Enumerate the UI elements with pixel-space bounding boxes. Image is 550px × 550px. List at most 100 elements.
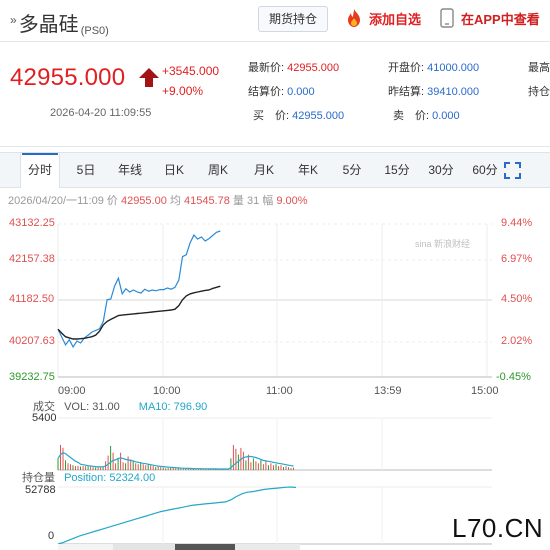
ma10-label: MA10: bbox=[138, 401, 171, 413]
tab-monthly-k[interactable]: 月K bbox=[253, 163, 274, 177]
double-chevron-icon: » bbox=[10, 13, 17, 27]
prev-settle-field: 昨结算: 39410.000 bbox=[388, 83, 479, 99]
tab-5min[interactable]: 5分 bbox=[342, 163, 362, 177]
tab-yearly-k[interactable]: 年K bbox=[297, 163, 318, 177]
open-in-app-link[interactable]: 在APP中查看 bbox=[440, 8, 540, 28]
price-change-pct: +9.00% bbox=[162, 84, 204, 98]
add-favorite-label: 添加自选 bbox=[369, 11, 422, 27]
volume-value: 31.00 bbox=[92, 401, 120, 413]
add-favorite-button[interactable]: 添加自选 bbox=[344, 8, 421, 28]
futures-position-button[interactable]: 期货持仓 bbox=[258, 6, 328, 32]
open-price-field: 开盘价: 41000.000 bbox=[388, 59, 479, 75]
open-interest-title: 持仓量 bbox=[22, 472, 55, 484]
stat-avg-label: 均 bbox=[169, 195, 181, 207]
volume-label: VOL: bbox=[64, 401, 90, 413]
instrument-code: (PS0) bbox=[80, 25, 109, 37]
bid-price-label: 买 价: bbox=[253, 110, 290, 122]
y-tick-label: 39232.75 bbox=[9, 371, 55, 383]
latest-price-value: 42955.000 bbox=[287, 62, 340, 74]
stat-price: 42955.00 bbox=[120, 195, 167, 207]
position-y-max: 52788 bbox=[25, 484, 56, 496]
divider bbox=[0, 146, 550, 147]
settle-price-label: 结算价: bbox=[248, 86, 285, 98]
ask-price-field: 卖 价: 0.000 bbox=[393, 107, 460, 123]
ma10-line bbox=[57, 452, 294, 470]
y-tick-label: 41182.50 bbox=[9, 293, 55, 305]
y-tick-label: 42157.38 bbox=[9, 253, 55, 265]
instrument-title: 多晶硅 bbox=[18, 12, 79, 36]
y-right-tick-label: 4.50% bbox=[501, 293, 533, 305]
prev-settle-label: 昨结算: bbox=[388, 86, 425, 98]
x-tick-label: 09:00 bbox=[58, 385, 86, 397]
position-label-cut: 持仓 bbox=[528, 86, 550, 98]
up-arrow-icon bbox=[139, 68, 159, 87]
timeline-segment bbox=[235, 544, 300, 550]
x-tick-label: 11:00 bbox=[266, 385, 293, 397]
volume-header: 成交 VOL: 31.00 MA10: 796.90 bbox=[33, 398, 208, 414]
prev-settle-value: 39410.000 bbox=[427, 86, 480, 98]
y-tick-label: 43132.25 bbox=[9, 217, 55, 229]
timeline-segment bbox=[175, 544, 235, 550]
timeline-segment bbox=[58, 544, 113, 550]
volume-title: 成交 bbox=[33, 401, 55, 413]
crosshair-stats: 2026/04/20/一11:09 价 42955.00 均 41545.78 … bbox=[8, 192, 308, 208]
stat-price-label: 价 bbox=[106, 195, 118, 207]
tab-year-line[interactable]: 年线 bbox=[117, 163, 142, 177]
latest-price-field: 最新价: 42955.000 bbox=[248, 59, 339, 75]
site-watermark: L70.CN bbox=[452, 513, 544, 543]
ask-price-value: 0.000 bbox=[432, 110, 460, 122]
x-tick-label: 10:00 bbox=[153, 385, 181, 397]
tab-5day[interactable]: 5日 bbox=[76, 163, 96, 177]
fullscreen-icon[interactable] bbox=[504, 162, 521, 179]
stat-pct: 9.00% bbox=[276, 195, 308, 207]
stat-vol: 31 bbox=[246, 195, 260, 207]
y-tick-label: 40207.63 bbox=[9, 335, 55, 347]
x-tick-label: 13:59 bbox=[374, 385, 402, 397]
open-price-value: 41000.000 bbox=[427, 62, 480, 74]
quote-timestamp: 2026-04-20 11:09:55 bbox=[50, 107, 152, 119]
high-price-label: 最高 bbox=[528, 62, 550, 74]
chart-period-tabs: 分时 5日 年线 日K 周K 月K 年K 5分 15分 30分 60分 bbox=[0, 152, 550, 188]
tab-intraday[interactable]: 分时 bbox=[20, 153, 60, 188]
bid-price-field: 买 价: 42955.000 bbox=[253, 107, 344, 123]
y-right-tick-label: 9.44% bbox=[501, 217, 533, 229]
flame-icon bbox=[348, 9, 360, 27]
ask-price-label: 卖 价: bbox=[393, 110, 430, 122]
stat-pct-label: 幅 bbox=[262, 195, 274, 207]
ma10-value: 796.90 bbox=[173, 401, 208, 413]
price-line bbox=[57, 230, 221, 349]
volume-y-max: 5400 bbox=[32, 412, 57, 424]
sina-finance-logo: sina 新浪财经 bbox=[415, 239, 471, 249]
settle-price-value: 0.000 bbox=[287, 86, 315, 98]
tab-15min[interactable]: 15分 bbox=[384, 163, 410, 177]
y-right-tick-label: 2.02% bbox=[501, 335, 533, 347]
intraday-chart[interactable] bbox=[0, 205, 550, 550]
open-price-label: 开盘价: bbox=[388, 62, 425, 74]
price-change-block: +3545.000 +9.00% bbox=[162, 61, 219, 101]
bid-price-value: 42955.000 bbox=[292, 110, 345, 122]
average-line bbox=[57, 285, 221, 340]
position-label: Position: bbox=[64, 472, 107, 484]
price-change: +3545.000 bbox=[162, 64, 220, 78]
open-interest-line bbox=[57, 486, 297, 545]
settle-price-field: 结算价: 0.000 bbox=[248, 83, 315, 99]
open-interest-header: 持仓量 Position: 52324.00 bbox=[22, 469, 155, 485]
y-right-tick-label: -0.45% bbox=[496, 371, 531, 383]
stat-datetime: 2026/04/20/一11:09 bbox=[8, 195, 104, 207]
timeline-segment bbox=[113, 544, 175, 550]
tab-daily-k[interactable]: 日K bbox=[163, 163, 184, 177]
y-right-tick-label: 6.97% bbox=[501, 253, 533, 265]
current-price: 42955.000 bbox=[10, 64, 126, 91]
latest-price-label: 最新价: bbox=[248, 62, 285, 74]
tab-30min[interactable]: 30分 bbox=[428, 163, 454, 177]
position-value: 52324.00 bbox=[109, 472, 156, 484]
stat-avg: 41545.78 bbox=[183, 195, 230, 207]
instrument-header: » 多晶硅 (PS0) bbox=[10, 8, 109, 37]
x-tick-label: 15:00 bbox=[471, 385, 499, 397]
tab-60min[interactable]: 60分 bbox=[472, 163, 498, 177]
open-in-app-label: 在APP中查看 bbox=[461, 11, 540, 27]
divider bbox=[0, 41, 550, 42]
tab-weekly-k[interactable]: 周K bbox=[207, 163, 228, 177]
phone-icon bbox=[440, 8, 454, 28]
position-y-min: 0 bbox=[48, 530, 55, 542]
